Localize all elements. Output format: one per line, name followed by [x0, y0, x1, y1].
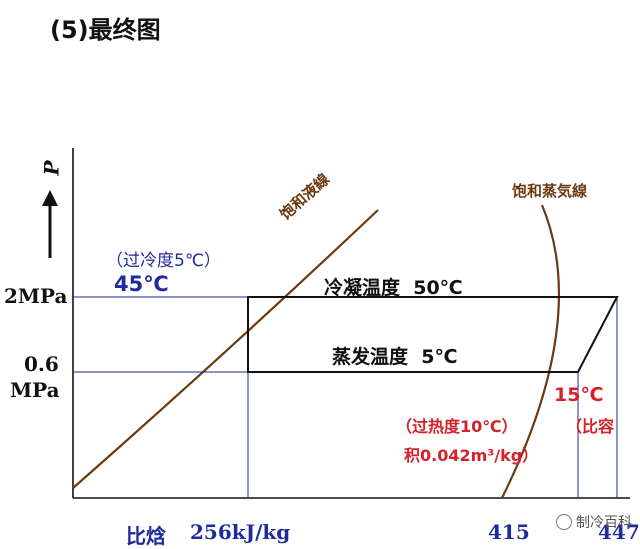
refrigeration-cycle — [247, 296, 619, 373]
enthalpy-256-label: 256kJ/kg — [190, 520, 291, 544]
subcooling-label: （过冷度5℃） — [106, 251, 221, 271]
pressure-low-value: 0.6 — [24, 352, 59, 376]
specific-volume-label-b: 积0.042m³/kg） — [404, 446, 539, 465]
saturated-vapor-label: 饱和蒸気線 — [512, 182, 588, 200]
evaporating-temp-label: 蒸发温度 5℃ — [332, 346, 458, 368]
pressure-low-unit: MPa — [10, 378, 60, 402]
subcooling-temp: 45℃ — [114, 272, 169, 296]
pressure-arrow-head — [42, 190, 58, 206]
condensing-temp-label: 冷凝温度 50℃ — [324, 277, 463, 299]
pressure-high-label: 2MPa — [4, 284, 68, 308]
enthalpy-415-label: 415 — [488, 520, 530, 544]
watermark-text: 制冷百科 — [576, 515, 632, 531]
page-title: (5)最终图 — [50, 16, 161, 44]
x-axis-label: 比焓 — [126, 524, 166, 548]
enthalpy-447-label: 447 — [598, 520, 640, 544]
y-axis-symbol: P — [39, 160, 64, 176]
saturated-liquid-curve — [72, 209, 379, 489]
specific-volume-label-a: （比容 — [566, 417, 615, 436]
wechat-icon — [556, 514, 572, 530]
superheat-label: （过热度10℃） — [396, 417, 518, 436]
watermark: 制冷百科 — [556, 512, 632, 532]
saturated-vapor-curve — [501, 204, 560, 499]
superheat-temp: 15℃ — [554, 384, 604, 406]
